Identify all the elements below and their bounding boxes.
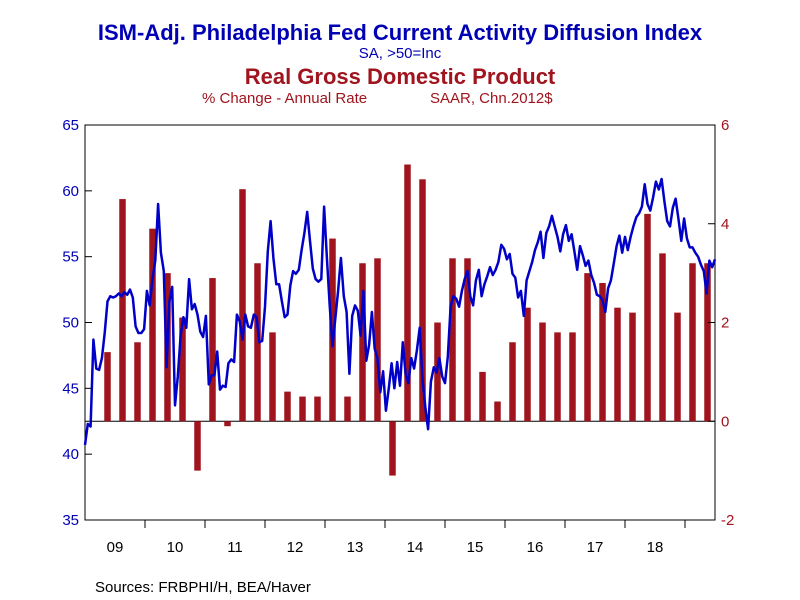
- gdp-bar: [299, 396, 306, 422]
- x-axis-tick-label: 14: [407, 539, 424, 556]
- right-axis-tick-label: 4: [721, 216, 729, 233]
- gdp-bar: [599, 283, 606, 422]
- right-axis-tick-label: 0: [721, 413, 729, 430]
- gdp-bar: [704, 263, 711, 422]
- x-axis-tick-label: 11: [227, 539, 243, 556]
- gdp-bar: [389, 421, 396, 476]
- chart-subtitle: SA, >50=Inc: [359, 45, 442, 62]
- x-axis-tick-label: 13: [347, 539, 364, 556]
- left-axis-tick-label: 45: [62, 380, 79, 397]
- gdp-bar: [419, 179, 426, 422]
- gdp-bar: [254, 263, 261, 422]
- gdp-bar: [344, 396, 351, 422]
- gdp-bar: [629, 312, 636, 422]
- gdp-bar: [464, 258, 471, 422]
- gdp-bar: [239, 189, 246, 422]
- gdp-bar: [494, 401, 501, 422]
- gdp-bar: [524, 307, 531, 422]
- left-axis-tick-label: 35: [62, 512, 79, 529]
- right-axis-tick-label: 6: [721, 117, 729, 134]
- x-axis-tick-label: 17: [587, 539, 604, 556]
- x-axis-tick-label: 12: [287, 539, 304, 556]
- philly-fed-line: [83, 177, 717, 446]
- gdp-bar: [374, 258, 381, 422]
- gdp-bar: [509, 342, 516, 422]
- gdp-bar: [404, 164, 411, 422]
- source-note: Sources: FRBPHI/H, BEA/Haver: [95, 579, 311, 596]
- gdp-bar: [104, 352, 111, 422]
- left-axis-tick-label: 65: [62, 117, 79, 134]
- x-axis-tick-label: 16: [527, 539, 544, 556]
- left-axis-tick-label: 50: [62, 315, 79, 332]
- gdp-bar: [314, 396, 321, 422]
- x-axis-tick-label: 10: [167, 539, 184, 556]
- gdp-bar: [149, 228, 156, 422]
- gdp-bar: [209, 278, 216, 422]
- gdp-bar: [689, 263, 696, 422]
- x-axis-tick-label: 15: [467, 539, 484, 556]
- chart-title-secondary: Real Gross Domestic Product: [245, 64, 556, 89]
- gdp-bar: [359, 263, 366, 422]
- gdp-bar: [614, 307, 621, 422]
- gdp-bar: [224, 421, 231, 427]
- left-axis-tick-label: 40: [62, 446, 79, 463]
- gdp-bar: [179, 317, 186, 422]
- gdp-bar: [284, 391, 291, 422]
- right-axis-tick-label: 2: [721, 315, 729, 332]
- gdp-bar: [269, 332, 276, 422]
- plot-area: [84, 124, 716, 521]
- chart-subtitle-secondary-right: SAAR, Chn.2012$: [430, 90, 553, 107]
- left-axis-tick-label: 60: [62, 183, 79, 200]
- chart-subtitle-secondary-left: % Change - Annual Rate: [202, 90, 367, 107]
- right-axis-tick-label: -2: [721, 512, 734, 529]
- x-axis-tick-label: 18: [647, 539, 664, 556]
- chart-title: ISM-Adj. Philadelphia Fed Current Activi…: [98, 20, 703, 45]
- left-axis-tick-label: 55: [62, 249, 79, 266]
- gdp-bar: [539, 322, 546, 422]
- x-axis-tick-label: 09: [107, 539, 124, 556]
- gdp-bar: [554, 332, 561, 422]
- gdp-bar: [644, 213, 651, 422]
- gdp-bar: [659, 253, 666, 422]
- gdp-bar: [479, 371, 486, 422]
- gdp-bar: [194, 421, 201, 471]
- gdp-bar: [584, 273, 591, 422]
- gdp-bar: [134, 342, 141, 422]
- gdp-bar: [674, 312, 681, 422]
- gdp-bar: [119, 199, 126, 422]
- gdp-bar: [449, 258, 456, 422]
- gdp-bar: [569, 332, 576, 422]
